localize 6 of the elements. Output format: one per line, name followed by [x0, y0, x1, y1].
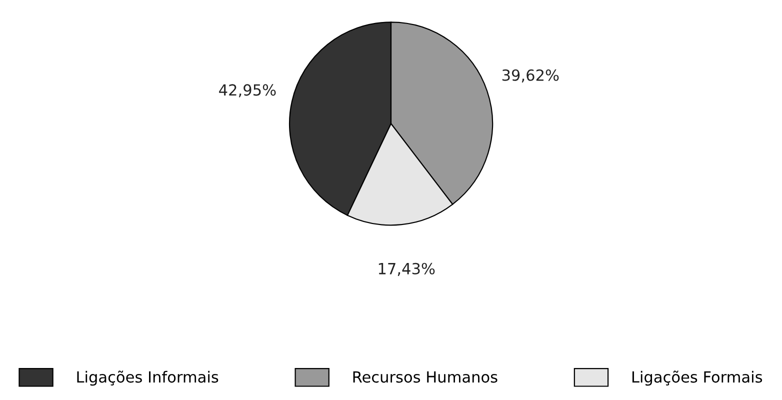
legend-label: Recursos Humanos	[353, 371, 498, 383]
data-label: 42,95%	[219, 84, 276, 98]
data-label: 17,43%	[378, 262, 435, 276]
legend-label: Ligações Formais	[632, 370, 762, 386]
legend-label: Ligações Informais	[77, 370, 218, 386]
data-label: 39,62%	[502, 69, 559, 82]
